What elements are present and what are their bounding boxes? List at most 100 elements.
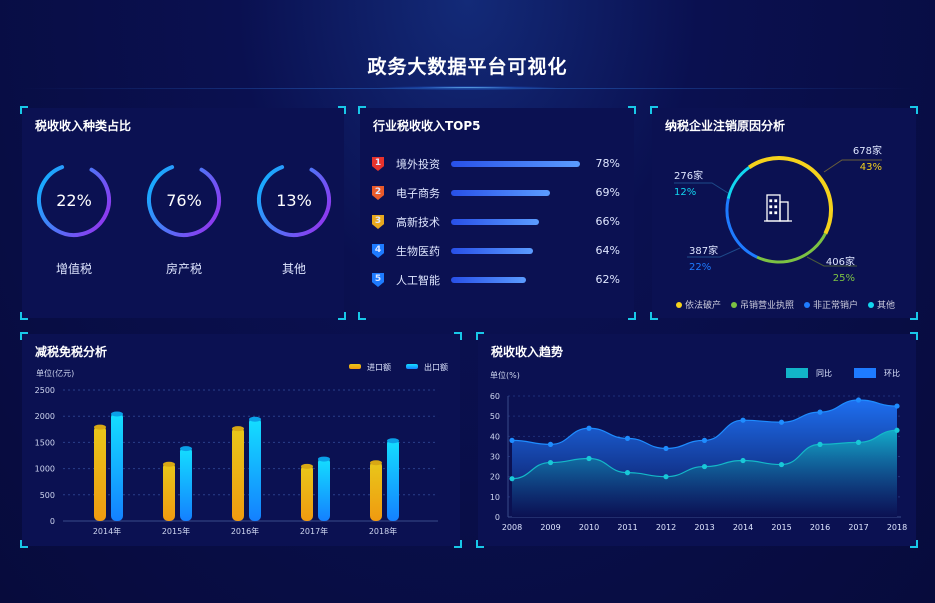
label-leader-line	[687, 247, 741, 258]
top5-row: 3 高新技术	[372, 214, 622, 230]
data-point	[509, 476, 515, 482]
segment-percent: 43%	[860, 162, 882, 173]
data-point	[509, 437, 515, 443]
top5-panel: 行业税收收入TOP5 1 境外投资 78% 2 电子商务 69% 3 高新技术 66% 4 生物医药…	[358, 106, 636, 320]
data-point	[817, 409, 823, 415]
building-shape	[779, 201, 789, 222]
y-tick-label: 500	[40, 491, 55, 500]
bar	[94, 425, 106, 521]
y-axis-unit: 单位(亿元)	[36, 368, 74, 378]
ring-segment	[725, 156, 833, 264]
donut-value: 13%	[276, 191, 312, 210]
building-window	[769, 199, 773, 203]
top5-row: 5 人工智能	[372, 272, 622, 288]
bar-cap	[370, 460, 382, 466]
data-point	[778, 461, 785, 468]
percent-value: 64%	[595, 244, 620, 257]
x-tick-label: 2016	[810, 523, 830, 532]
segment-count: 406家	[826, 255, 855, 268]
building-window	[774, 205, 778, 209]
x-tick-label: 2008	[502, 523, 522, 532]
percent-value: 62%	[595, 273, 620, 286]
segment-count: 276家	[674, 169, 703, 182]
segment-percent: 12%	[674, 187, 696, 198]
progress-bar	[451, 190, 550, 196]
label-leader-line	[674, 182, 729, 194]
x-tick-label: 2012	[656, 523, 676, 532]
segment-count: 678家	[853, 144, 882, 157]
label-leader-line	[823, 159, 882, 173]
bar-cap	[249, 416, 261, 422]
progress-bar	[451, 161, 581, 167]
top5-row: 1 境外投资	[372, 156, 622, 172]
donut-label: 其他	[281, 262, 306, 276]
bar-cap	[301, 463, 313, 469]
y-tick-label: 30	[490, 453, 500, 462]
legend-item: 其他	[868, 298, 895, 311]
bar-cap	[180, 446, 192, 452]
data-point	[547, 459, 554, 466]
tax-trend-panel: 税收收入趋势 单位(%) 0 10 20 30 40 50 60 2008 2009 2010 201…	[476, 332, 918, 548]
panel-title: 税收收入趋势	[491, 345, 564, 359]
x-tick-label: 2018	[887, 523, 907, 532]
legend-item: 依法破产	[676, 298, 721, 311]
legend-swatch	[786, 368, 808, 378]
legend-swatch	[349, 364, 361, 369]
x-tick-label: 2010	[579, 523, 599, 532]
bar	[232, 426, 244, 521]
data-point	[586, 425, 592, 431]
y-tick-label: 0	[495, 513, 500, 522]
x-tick-label: 2018年	[369, 526, 397, 536]
y-tick-label: 1500	[35, 438, 55, 447]
segment-count: 387家	[689, 244, 718, 257]
percent-value: 78%	[595, 157, 620, 170]
y-tick-label: 60	[490, 392, 500, 401]
bar-cap	[163, 461, 175, 467]
data-point	[701, 463, 708, 470]
x-tick-label: 2014年	[93, 526, 121, 536]
percent-value: 66%	[595, 215, 620, 228]
legend-label: 非正常销户	[813, 301, 859, 311]
legend-label: 同比	[816, 368, 832, 378]
building-window	[769, 205, 773, 209]
legend-dot-icon	[804, 301, 811, 308]
y-axis-unit: 单位(%)	[490, 370, 520, 380]
x-tick-label: 2013	[694, 523, 714, 532]
industry-label: 生物医药	[396, 245, 440, 258]
data-point	[740, 457, 746, 464]
cancel-reason-panel: 纳税企业注销原因分析 678家 43% 406家 25% 387家 22% 276家 12% …	[650, 106, 918, 320]
x-tick-label: 2015	[771, 523, 791, 532]
ring-segment	[725, 156, 833, 264]
donut-rings: 22% 76% 13%	[37, 163, 331, 237]
series-area	[512, 430, 897, 517]
building-icon	[764, 194, 792, 222]
top5-row: 4 生物医药	[372, 243, 622, 259]
donut-label: 房产税	[165, 262, 202, 276]
legend-label: 进口额	[367, 362, 391, 372]
segment-percent: 25%	[833, 273, 855, 284]
y-tick-label: 40	[490, 432, 500, 441]
divider	[20, 88, 915, 89]
y-tick-label: 10	[490, 493, 500, 502]
data-point	[701, 437, 708, 443]
data-point	[894, 427, 900, 433]
legend-label: 其他	[877, 301, 896, 311]
legend-item: 非正常销户	[804, 298, 858, 311]
data-point	[894, 403, 900, 409]
x-tick-label: 2011	[617, 523, 637, 532]
data-point	[663, 445, 669, 452]
tax-relief-panel: 减税免税分析 单位(亿元) 0 500 1000 1500 2000 2500 2014年 20…	[20, 332, 462, 548]
donut-value: 22%	[56, 191, 92, 210]
percent-value: 69%	[595, 186, 620, 199]
data-point	[817, 441, 823, 447]
data-point	[624, 470, 631, 476]
data-point	[778, 419, 785, 425]
x-tick-label: 2016年	[231, 526, 259, 536]
rank-badge-icon: 3	[372, 215, 384, 229]
donut-ring	[257, 163, 331, 237]
progress-bar	[451, 219, 540, 225]
page-title: 政务大数据平台可视化	[367, 56, 568, 78]
data-point	[855, 397, 862, 403]
y-tick-label: 1000	[35, 465, 55, 474]
panel-title: 纳税企业注销原因分析	[665, 119, 786, 133]
